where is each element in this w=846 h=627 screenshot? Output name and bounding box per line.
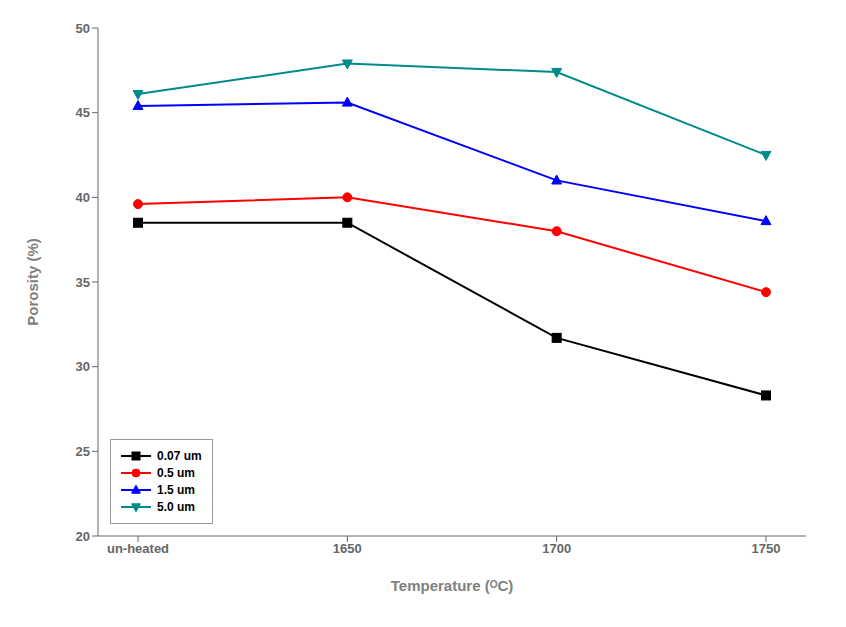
html-text:0.5 um: 0.5 um [157, 466, 195, 480]
svg-text:45: 45 [76, 105, 90, 120]
svg-text:Porosity (%): Porosity (%) [24, 238, 41, 326]
html-text:5.0 um: 5.0 um [157, 500, 195, 514]
svg-text:25: 25 [76, 444, 90, 459]
svg-text:1700: 1700 [542, 541, 571, 556]
svg-text:1650: 1650 [333, 541, 362, 556]
html-text:1.5 um: 1.5 um [157, 483, 195, 497]
svg-text:Temperature (ᴼC): Temperature (ᴼC) [391, 577, 514, 594]
svg-text:un-heated: un-heated [107, 541, 169, 556]
svg-text:20: 20 [76, 529, 90, 544]
svg-text:1750: 1750 [752, 541, 781, 556]
html-text:0.07 um: 0.07 um [157, 449, 202, 463]
svg-text:35: 35 [76, 275, 90, 290]
svg-text:40: 40 [76, 190, 90, 205]
svg-text:50: 50 [76, 21, 90, 36]
svg-text:30: 30 [76, 359, 90, 374]
